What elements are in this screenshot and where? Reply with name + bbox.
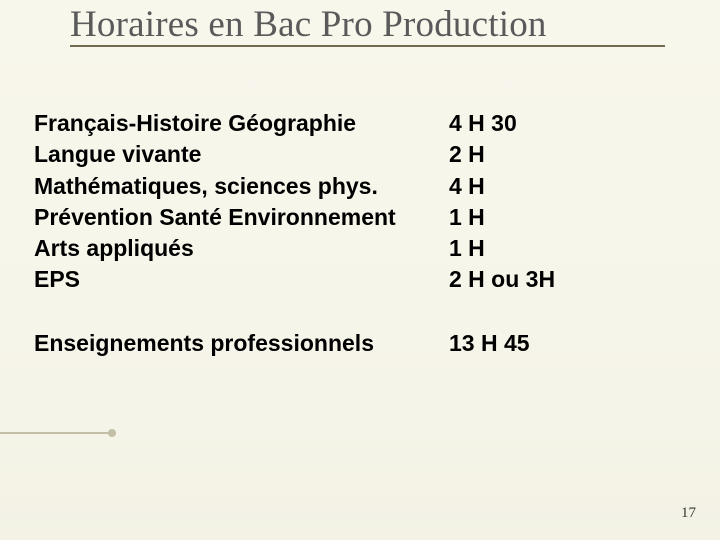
- table-row: Mathématiques, sciences phys. 4 H: [34, 171, 694, 202]
- hours-cell: 13 H 45: [449, 328, 530, 359]
- subject-cell: Français-Histoire Géographie: [34, 108, 449, 139]
- hours-cell: 4 H 30: [449, 108, 517, 139]
- table-row: Langue vivante 2 H: [34, 139, 694, 170]
- table-row: Enseignements professionnels 13 H 45: [34, 328, 694, 359]
- subject-cell: Enseignements professionnels: [34, 328, 449, 359]
- subject-cell: EPS: [34, 264, 449, 295]
- schedule-table: Français-Histoire Géographie 4 H 30 Lang…: [34, 108, 694, 359]
- subject-cell: Mathématiques, sciences phys.: [34, 171, 449, 202]
- spacer: [34, 296, 694, 328]
- decorative-rule: [0, 432, 110, 434]
- table-row: EPS 2 H ou 3H: [34, 264, 694, 295]
- hours-cell: 2 H: [449, 139, 485, 170]
- table-row: Prévention Santé Environnement 1 H: [34, 202, 694, 233]
- hours-cell: 4 H: [449, 171, 485, 202]
- table-row: Français-Histoire Géographie 4 H 30: [34, 108, 694, 139]
- page-title: Horaires en Bac Pro Production: [70, 6, 665, 47]
- hours-cell: 2 H ou 3H: [449, 264, 555, 295]
- subject-cell: Arts appliqués: [34, 233, 449, 264]
- slide: Horaires en Bac Pro Production Français-…: [0, 0, 720, 540]
- hours-cell: 1 H: [449, 233, 485, 264]
- table-row: Arts appliqués 1 H: [34, 233, 694, 264]
- page-number: 17: [681, 505, 696, 522]
- hours-cell: 1 H: [449, 202, 485, 233]
- subject-cell: Prévention Santé Environnement: [34, 202, 449, 233]
- subject-cell: Langue vivante: [34, 139, 449, 170]
